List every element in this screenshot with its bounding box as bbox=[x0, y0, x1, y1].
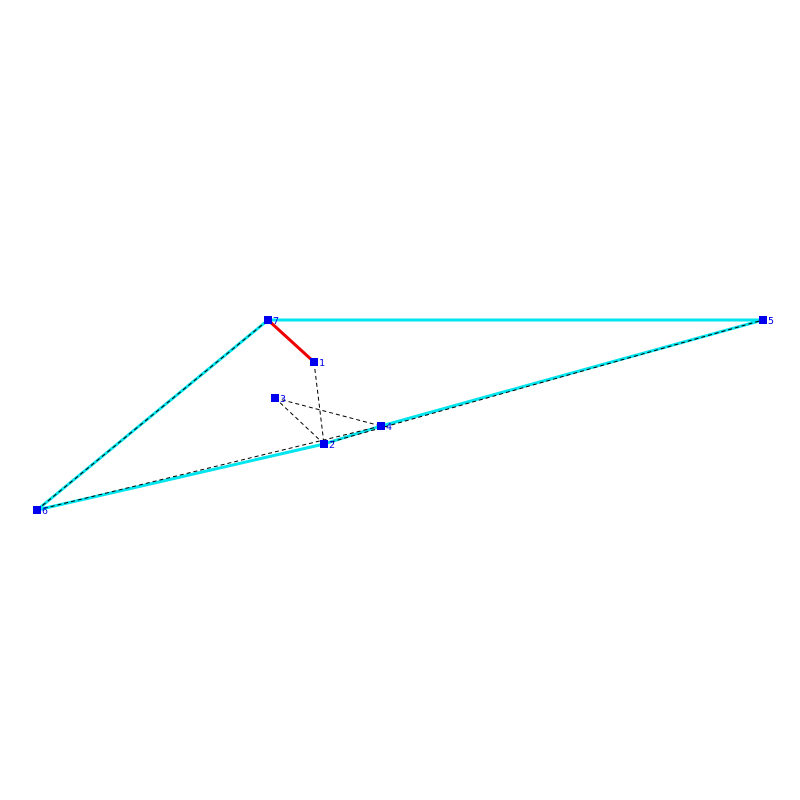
node-label: 4 bbox=[386, 422, 392, 433]
node-6[interactable]: 6 bbox=[33, 506, 48, 517]
node-marker[interactable] bbox=[377, 422, 385, 430]
node-marker[interactable] bbox=[33, 506, 41, 514]
node-2[interactable]: 2 bbox=[320, 440, 335, 451]
node-1[interactable]: 1 bbox=[310, 358, 325, 369]
node-label: 2 bbox=[329, 440, 335, 451]
edge-1-2 bbox=[313, 361, 325, 445]
node-marker[interactable] bbox=[759, 316, 767, 324]
node-3[interactable]: 3 bbox=[271, 394, 286, 405]
edge-3-4 bbox=[274, 397, 382, 427]
node-marker[interactable] bbox=[271, 394, 279, 402]
node-5[interactable]: 5 bbox=[759, 316, 774, 327]
node-marker[interactable] bbox=[264, 316, 272, 324]
node-label: 5 bbox=[768, 316, 774, 327]
node-marker[interactable] bbox=[310, 358, 318, 366]
node-marker[interactable] bbox=[320, 440, 328, 448]
node-7[interactable]: 7 bbox=[264, 316, 279, 327]
edge-2-5 bbox=[323, 319, 764, 445]
node-label: 3 bbox=[280, 394, 286, 405]
node-4[interactable]: 4 bbox=[377, 422, 392, 433]
node-label: 7 bbox=[273, 316, 279, 327]
edge-2-6 bbox=[36, 442, 325, 512]
node-label: 6 bbox=[42, 506, 48, 517]
edge-6-7 bbox=[36, 319, 269, 511]
edge-5-4 bbox=[380, 318, 764, 428]
nodes-layer: 1 2 3 4 5 6 7 bbox=[33, 316, 774, 517]
node-label: 1 bbox=[319, 358, 325, 369]
edges-layer bbox=[36, 318, 764, 512]
edge-7-1 bbox=[266, 318, 316, 364]
edge-3-2 bbox=[274, 397, 325, 445]
